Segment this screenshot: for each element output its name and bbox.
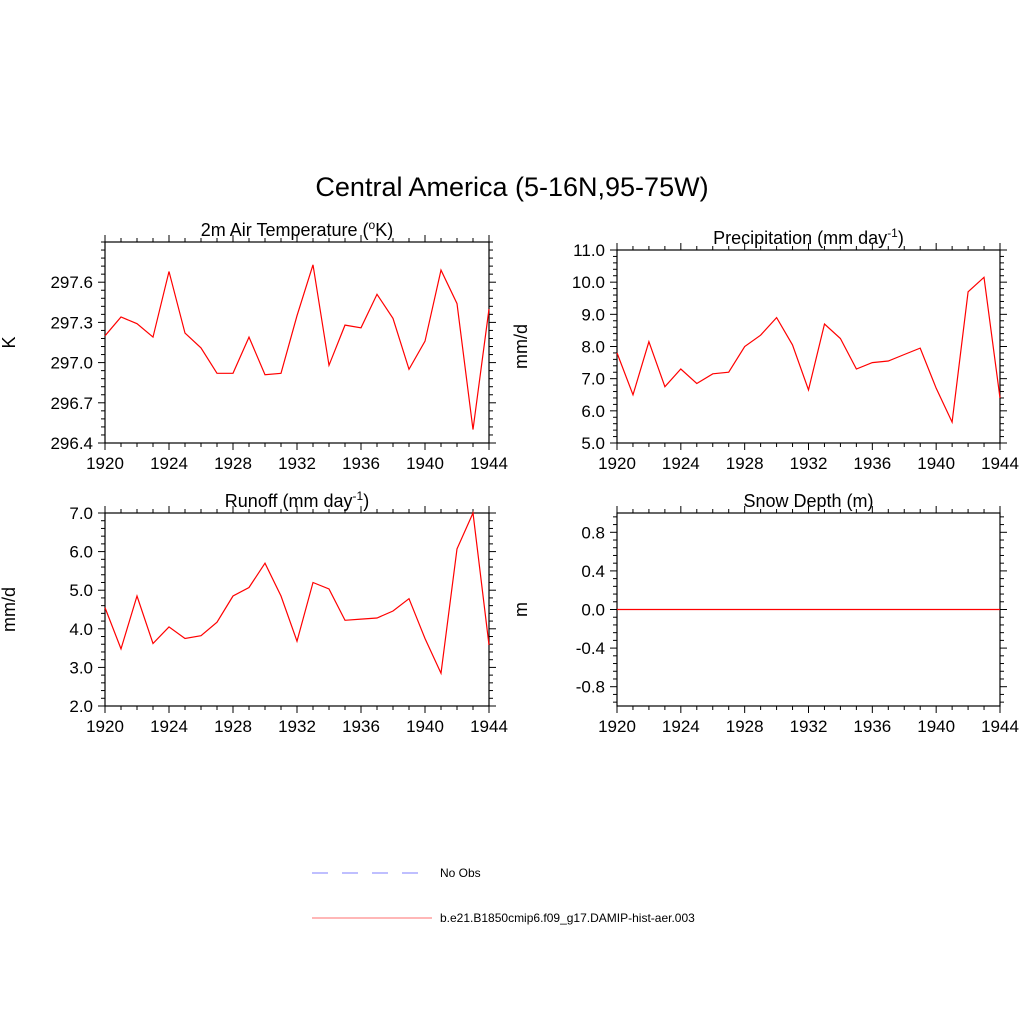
x-tick-label: 1924 [662,717,700,736]
panel-title-main: 2m Air Temperature ( [201,220,369,240]
y-tick-label: 7.0 [69,504,93,523]
y-tick-label: 4.0 [69,620,93,639]
y-axis-label: K [0,336,19,348]
x-tick-label: 1920 [598,717,636,736]
panel-title: Runoff (mm day-1) [225,489,369,511]
y-tick-label: 3.0 [69,658,93,677]
plot-frame [104,241,490,444]
y-tick-label: 6.0 [69,543,93,562]
y-tick-label: -0.4 [576,639,605,658]
series-line [616,276,1001,425]
y-tick-label: 297.6 [50,273,93,292]
panel-title-main: Precipitation (mm day [713,228,887,248]
x-tick-label: 1932 [278,717,316,736]
x-tick-label: 1940 [917,717,955,736]
panel-title-tail: ) [363,491,369,511]
y-tick-label: 5.0 [69,581,93,600]
x-tick-label: 1924 [150,454,188,473]
panel-title: Snow Depth (m) [743,491,873,511]
panel-title: 2m Air Temperature (oK) [201,218,393,240]
plot-frame [104,512,490,707]
y-tick-label: 6.0 [581,402,605,421]
x-tick-label: 1920 [598,454,636,473]
y-axis-label: mm/d [511,324,531,369]
panel-1: 1920 1924 1928 1932 1936 1940 1944 296.4 296.7 29… [0,218,508,473]
x-tick-label: 1928 [726,717,764,736]
x-tick-label: 1936 [342,717,380,736]
series-line [104,510,490,676]
panel-title-superscript: o [369,218,376,232]
x-tick-label: 1924 [662,454,700,473]
panel-title-tail: K) [375,220,393,240]
y-tick-label: 0.0 [581,601,605,620]
y-tick-label: 2.0 [69,697,93,716]
y-tick-label: 296.7 [50,394,93,413]
panel-title-tail: ) [898,228,904,248]
x-tick-label: 1920 [86,717,124,736]
y-tick-label: 8.0 [581,338,605,357]
panel-title-superscript: -1 [887,226,898,240]
x-tick-label: 1940 [406,454,444,473]
y-tick-label: 296.4 [50,434,93,453]
x-tick-label: 1936 [853,454,891,473]
y-axis-label: m [511,602,531,617]
y-tick-label: 5.0 [581,434,605,453]
legend-label-no-obs: No Obs [440,866,481,880]
x-tick-label: 1940 [406,717,444,736]
plot-frame [616,249,1001,444]
x-tick-label: 1936 [853,717,891,736]
x-tick-label: 1944 [981,717,1019,736]
x-tick-label: 1936 [342,454,380,473]
x-tick-label: 1932 [790,454,828,473]
x-tick-label: 1932 [790,717,828,736]
legend: No Obs b.e21.B1850cmip6.f09_g17.DAMIP-hi… [312,866,695,925]
panel-title-superscript: -1 [353,489,364,503]
y-tick-label: -0.8 [576,678,605,697]
x-tick-label: 1944 [470,454,508,473]
series-line [104,264,490,430]
y-tick-label: 0.4 [581,562,605,581]
y-tick-label: 7.0 [581,370,605,389]
x-tick-label: 1940 [917,454,955,473]
x-tick-label: 1928 [726,454,764,473]
legend-label-model: b.e21.B1850cmip6.f09_g17.DAMIP-hist-aer.… [440,911,695,925]
y-tick-label: 297.3 [50,313,93,332]
x-tick-label: 1928 [214,717,252,736]
panel-4: 1920 1924 1928 1932 1936 1940 1944 -0.8 -0.4 0.0 0… [511,491,1019,736]
y-tick-label: 9.0 [581,305,605,324]
panel-3: 1920 1924 1928 1932 1936 1940 1944 2.0 3.0 4.0 5.0… [0,489,508,736]
y-tick-label: 11.0 [573,241,605,260]
panel-title-main: Snow Depth (m) [743,491,873,511]
main-title: Central America (5-16N,95-75W) [315,172,708,202]
x-tick-label: 1932 [278,454,316,473]
x-tick-label: 1928 [214,454,252,473]
panel-title-main: Runoff (mm day [225,491,353,511]
x-tick-label: 1944 [981,454,1019,473]
x-tick-label: 1920 [86,454,124,473]
y-tick-label: 0.8 [581,523,605,542]
panel-title: Precipitation (mm day-1) [713,226,904,248]
y-tick-label: 297.0 [50,354,93,373]
y-tick-label: 10.0 [572,273,605,292]
x-tick-label: 1924 [150,717,188,736]
x-tick-label: 1944 [470,717,508,736]
panel-2: 1920 1924 1928 1932 1936 1940 1944 5.0 6.0 7.0 8.0… [511,226,1019,473]
y-axis-label: mm/d [0,587,19,632]
